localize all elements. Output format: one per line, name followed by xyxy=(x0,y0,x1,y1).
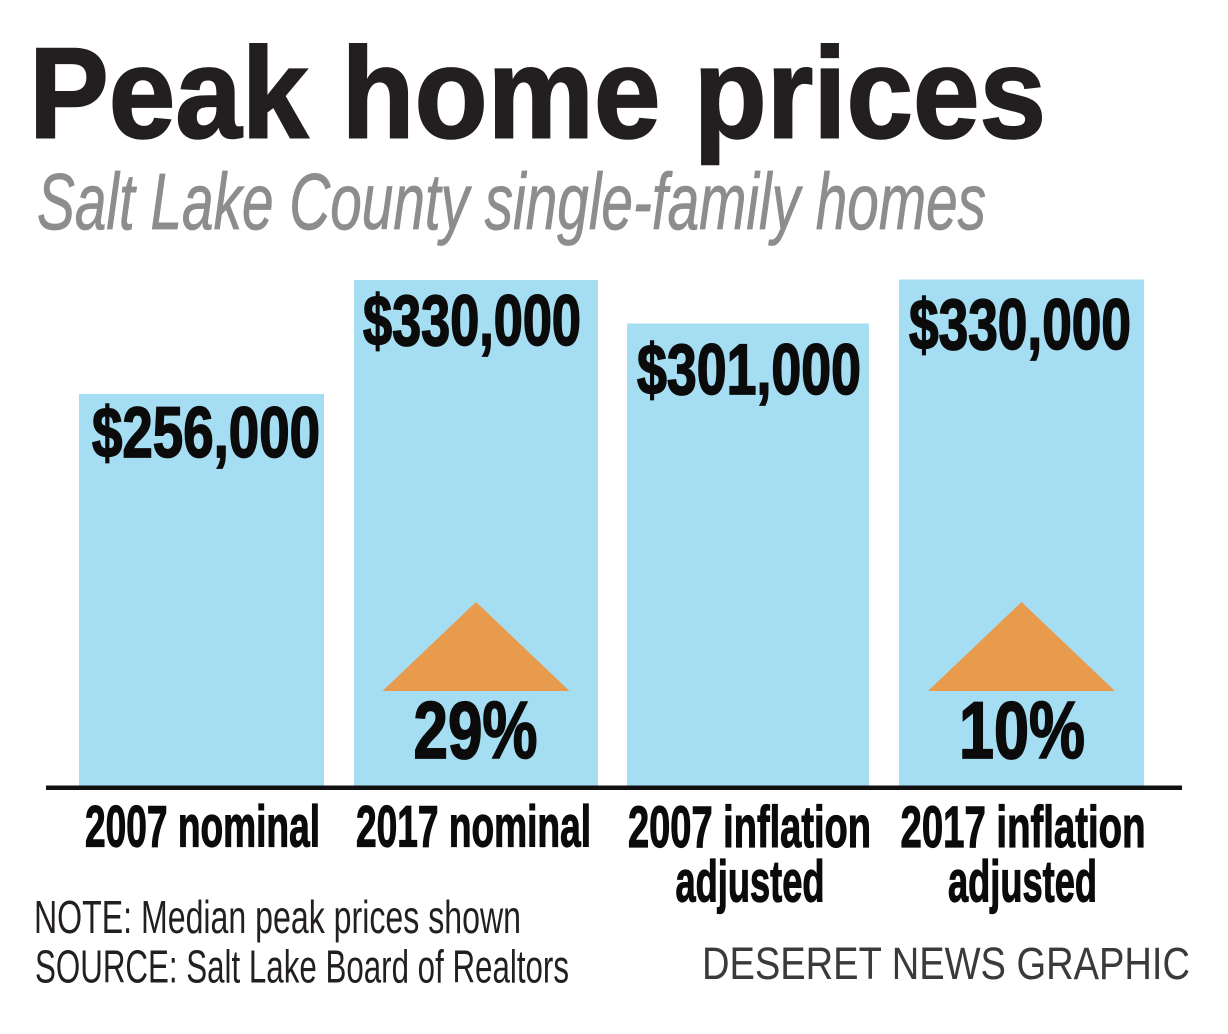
svg-text:adjusted: adjusted xyxy=(676,850,825,915)
svg-text:2017 nominal: 2017 nominal xyxy=(356,795,591,860)
svg-text:2007 inflation: 2007 inflation xyxy=(628,795,871,860)
svg-text:Peak home prices: Peak home prices xyxy=(29,22,1046,166)
svg-text:29%: 29% xyxy=(414,686,538,776)
svg-text:$301,000: $301,000 xyxy=(637,331,861,410)
svg-text:2007 nominal: 2007 nominal xyxy=(85,795,320,860)
svg-text:Salt Lake County single-family: Salt Lake County single-family homes xyxy=(37,157,986,246)
svg-text:adjusted: adjusted xyxy=(948,850,1097,915)
svg-text:DESERET NEWS GRAPHIC: DESERET NEWS GRAPHIC xyxy=(702,938,1190,989)
svg-text:NOTE: Median peak prices shown: NOTE: Median peak prices shown xyxy=(34,891,521,943)
svg-text:$330,000: $330,000 xyxy=(363,282,581,361)
svg-text:10%: 10% xyxy=(959,686,1085,776)
svg-text:$256,000: $256,000 xyxy=(92,394,320,473)
svg-text:SOURCE: Salt Lake Board of Rea: SOURCE: Salt Lake Board of Realtors xyxy=(35,941,569,993)
svg-text:2017 inflation: 2017 inflation xyxy=(901,795,1146,860)
svg-text:$330,000: $330,000 xyxy=(909,286,1131,365)
